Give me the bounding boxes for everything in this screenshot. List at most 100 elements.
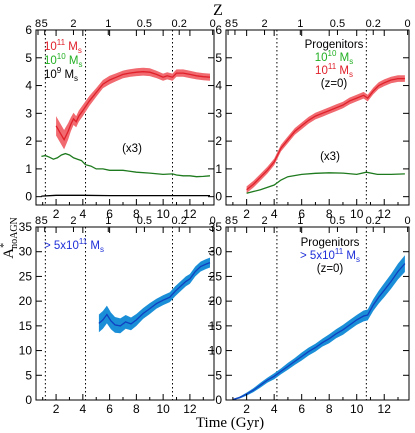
x-tick-label: 6: [298, 207, 305, 221]
top-z-tick-label: 0.2: [172, 18, 187, 30]
y-tick-label: 25: [19, 269, 33, 283]
legend-text: > 5x10: [44, 240, 79, 252]
legend-exponent: 10: [328, 49, 337, 58]
top-z-tick-label: 8: [35, 215, 41, 227]
top-z-tick-label: 5: [232, 18, 238, 30]
legend-entry-0: Progenitors: [305, 39, 364, 51]
y-tick-label: 10: [209, 344, 223, 358]
top-z-tick-label: 0.2: [366, 18, 381, 30]
legend-unit: M: [336, 65, 349, 77]
legend-text: 10: [315, 52, 328, 64]
top-z-tick-label: 1: [105, 18, 111, 30]
y-tick-label: 5: [215, 368, 222, 382]
y-tick-label: 20: [19, 294, 33, 308]
legend-entry-0: 1011 Ms: [44, 38, 82, 55]
x-tick-label: 8: [133, 207, 140, 221]
legend-text: 10: [44, 41, 57, 53]
y-tick-label: 3: [25, 106, 32, 120]
x-tick-label: 8: [326, 207, 333, 221]
x-tick-label: 4: [271, 207, 278, 221]
x-tick-label: 2: [53, 402, 60, 416]
legend-unit: M: [61, 69, 74, 81]
top-z-tick-label: 0: [405, 18, 411, 30]
top-z-tick-label: 0.5: [137, 18, 152, 30]
legend-unit-sub: s: [78, 46, 82, 55]
legend-text: 10: [315, 65, 328, 77]
y-tick-label: 1: [215, 162, 222, 176]
x-tick-label: 10: [350, 402, 364, 416]
x-axis-label-group: Time (Gyr): [196, 415, 264, 431]
y-tick-label: 0: [25, 190, 32, 204]
x-tick-label: 4: [79, 207, 86, 221]
top-z-tick-label: 0.5: [330, 215, 345, 227]
top-z-tick-label: 8: [225, 18, 231, 30]
y-axis-label-group: A*noAGN: [0, 217, 20, 259]
legend-entry-0: > 5x1011 Ms: [44, 237, 104, 254]
x-tick-label: 10: [156, 207, 170, 221]
legend-entry-1: 1010 Ms: [44, 52, 82, 69]
y-tick-label: 15: [209, 319, 223, 333]
legend-unit: M: [66, 55, 79, 67]
panel-data: [98, 257, 211, 334]
legend-text: (z=0): [317, 263, 344, 275]
legend-entry-3: (z=0): [321, 78, 348, 90]
legend-text: > 5x10: [300, 250, 335, 262]
top-z-tick-label: 5: [42, 215, 48, 227]
y-tick-label: 30: [19, 245, 33, 259]
y-tick-label: 5: [25, 368, 32, 382]
y-tick-label: 30: [209, 245, 223, 259]
y-tick-label: 20: [209, 294, 223, 308]
series-0-line: [232, 263, 406, 400]
y-tick-label: 2: [215, 134, 222, 148]
legend-text: Progenitors: [301, 237, 360, 249]
y-axis-label-sub: noAGN: [9, 217, 20, 249]
legend-unit-sub: s: [349, 70, 353, 79]
legend-entry-2: (z=0): [317, 263, 344, 275]
top-z-tick-label: 2: [261, 18, 267, 30]
y-axis-label-main: A: [1, 248, 17, 259]
y-tick-label: 25: [209, 269, 223, 283]
panel-bottom-right: 2 4 6 8 10 128 5 2 1 0.5 0.2 005101520253035Progeni…: [209, 215, 411, 416]
x-tick-label: 12: [183, 207, 197, 221]
y-tick-label: 3: [215, 106, 222, 120]
y-tick-label: 6: [215, 23, 222, 37]
series-0-band: [56, 67, 210, 150]
series-0-line: [98, 261, 211, 327]
panel-data: [41, 67, 211, 197]
panel-data: [232, 255, 406, 400]
x-tick-label: 2: [243, 402, 250, 416]
top-z-tick-label: 2: [70, 18, 76, 30]
legend-text: Progenitors: [305, 39, 364, 51]
y-axis-label: A*noAGN: [0, 217, 20, 259]
y-tick-label: 0: [215, 393, 222, 407]
y-tick-label: 0: [25, 393, 32, 407]
x-tick-label: 10: [350, 207, 364, 221]
y-tick-label: 15: [19, 319, 33, 333]
legend-unit: M: [343, 250, 356, 262]
legend-exponent: 11: [57, 38, 66, 47]
top-z-tick-label: 0.5: [330, 18, 345, 30]
x-tick-label: 12: [378, 207, 392, 221]
series-0-line: [55, 71, 211, 142]
legend-unit: M: [336, 52, 349, 64]
top-z-tick-label: 5: [232, 215, 238, 227]
top-z-tick-label: 0: [210, 18, 216, 30]
x-tick-label: 2: [53, 207, 60, 221]
panel-frame: [35, 29, 215, 206]
top-z-tick-label: 0: [405, 215, 411, 227]
legend-unit-sub: s: [78, 60, 82, 69]
panel-data: [246, 75, 405, 194]
x-tick-label: 8: [326, 402, 333, 416]
x-tick-label: 2: [243, 207, 250, 221]
top-z-tick-label: 8: [35, 18, 41, 30]
top-z-tick-label: 0.2: [366, 215, 381, 227]
x-tick-label: 6: [106, 207, 113, 221]
x-tick-label: 4: [79, 402, 86, 416]
x-tick-label: 4: [271, 402, 278, 416]
y-tick-label: 6: [25, 23, 32, 37]
top-z-tick-label: 2: [70, 215, 76, 227]
legend-exponent: 10: [57, 52, 66, 61]
x-axis-label: Time (Gyr): [196, 415, 264, 431]
